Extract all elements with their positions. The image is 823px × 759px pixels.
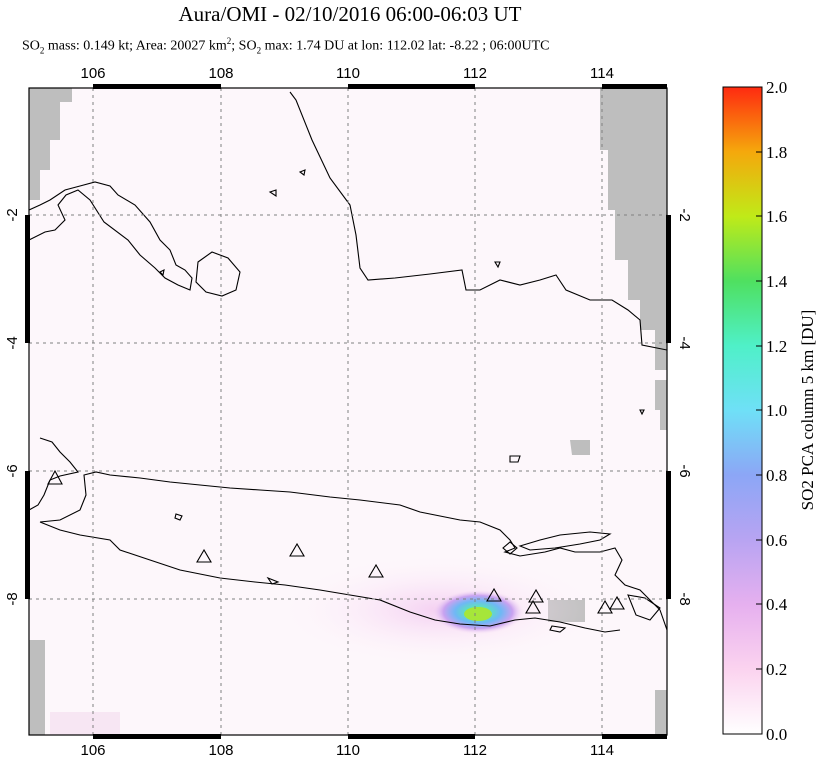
- so2-plume: [280, 555, 600, 665]
- colorbar-tick-label: 1.8: [766, 143, 787, 162]
- lat-label: -2: [4, 208, 21, 221]
- lon-label: 108: [208, 65, 233, 82]
- colorbar-tick-label: 0.0: [766, 725, 787, 744]
- colorbar-title: SO2 PCA column 5 km [DU]: [798, 310, 817, 511]
- lon-label: 110: [336, 65, 360, 82]
- lon-label: 112: [463, 65, 487, 82]
- triangle-icon: [486, 587, 502, 602]
- lon-label: 114: [590, 65, 614, 82]
- lat-label: -2: [676, 208, 693, 221]
- colorbar-tick-label: 1.4: [766, 272, 788, 291]
- colorbar-tick-label: 1.2: [766, 337, 787, 356]
- triangle-icon: [47, 469, 63, 485]
- colorbar-tick-label: 0.4: [766, 595, 788, 614]
- lon-labels-bottom: 106 108 110 112 114: [80, 742, 613, 759]
- volcano-markers: [47, 469, 625, 614]
- colorbar-tick-label: 1.6: [766, 207, 787, 226]
- colorbar-tick-label: 0.6: [766, 531, 787, 550]
- coastlines: [29, 91, 667, 633]
- map-title: Aura/OMI - 02/10/2016 06:00-06:03 UT: [178, 2, 522, 26]
- colorbar-tick-label: 2.0: [766, 78, 787, 97]
- lon-label: 112: [463, 742, 487, 759]
- colorbar-tick-label: 1.0: [766, 401, 787, 420]
- triangle-icon: [368, 563, 384, 578]
- lon-label: 110: [336, 742, 360, 759]
- triangle-icon: [609, 595, 625, 610]
- map-subtitle: SO2 mass: 0.149 kt; Area: 20027 km2; SO2…: [22, 36, 550, 56]
- lat-label: -4: [676, 336, 693, 349]
- map-border-bars: [25, 84, 671, 739]
- lat-label: -8: [676, 592, 693, 605]
- lat-label: -6: [676, 464, 693, 477]
- triangle-icon: [525, 599, 541, 614]
- colorbar-labels: 0.0 0.2 0.4 0.6 0.8 1.0 1.2 1.4 1.6 1.8 …: [766, 78, 788, 744]
- lat-label: -6: [4, 464, 21, 477]
- no-data-regions: [29, 88, 667, 735]
- triangle-icon: [528, 588, 544, 603]
- lon-label: 108: [208, 742, 233, 759]
- triangle-icon: [597, 599, 613, 614]
- lon-label: 114: [590, 742, 614, 759]
- lat-label: -8: [4, 592, 21, 605]
- lon-label: 106: [80, 65, 105, 82]
- triangle-icon: [289, 542, 305, 557]
- triangle-icon: [196, 548, 212, 563]
- lon-label: 106: [80, 742, 105, 759]
- lat-label: -4: [4, 336, 21, 349]
- colorbar-ticks: [756, 86, 762, 735]
- colorbar-tick-label: 0.8: [766, 466, 787, 485]
- graticule: [29, 88, 667, 735]
- lat-labels-left: -2 -4 -6 -8: [4, 208, 21, 605]
- lon-labels-top: 106 108 110 112 114: [80, 65, 613, 82]
- lat-labels-right: -2 -4 -6 -8: [676, 208, 693, 605]
- diamond-icon: [502, 541, 518, 555]
- colorbar-tick-label: 0.2: [766, 660, 787, 679]
